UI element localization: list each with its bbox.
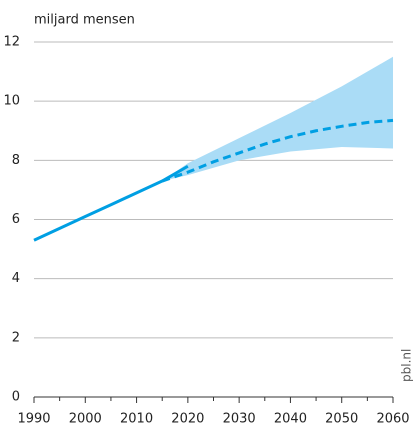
x-tick-label: 2050: [325, 412, 358, 427]
x-tick-label: 2010: [120, 412, 153, 427]
y-tick-label: 10: [3, 94, 20, 109]
y-tick-label: 2: [12, 330, 20, 345]
y-tick-label: 8: [12, 153, 20, 168]
source: pbl.nl: [400, 349, 414, 382]
y-tick-label: 0: [12, 390, 20, 405]
projection-line: [161, 118, 394, 183]
x-tick-label: 2000: [69, 412, 102, 427]
y-axis-label: miljard mensen: [34, 13, 135, 28]
x-tick-label: 2030: [223, 412, 256, 427]
y-tick-label: 6: [12, 212, 20, 227]
x-tick-label: 2060: [376, 412, 409, 427]
observed-line: [33, 164, 189, 242]
uncertainty-band: [162, 56, 393, 182]
x-tick-label: 2040: [274, 412, 307, 427]
y-tick-label: 12: [3, 35, 20, 50]
y-tick-label: 4: [12, 271, 20, 286]
x-tick-label: 1990: [17, 412, 50, 427]
x-tick-label: 2020: [171, 412, 204, 427]
